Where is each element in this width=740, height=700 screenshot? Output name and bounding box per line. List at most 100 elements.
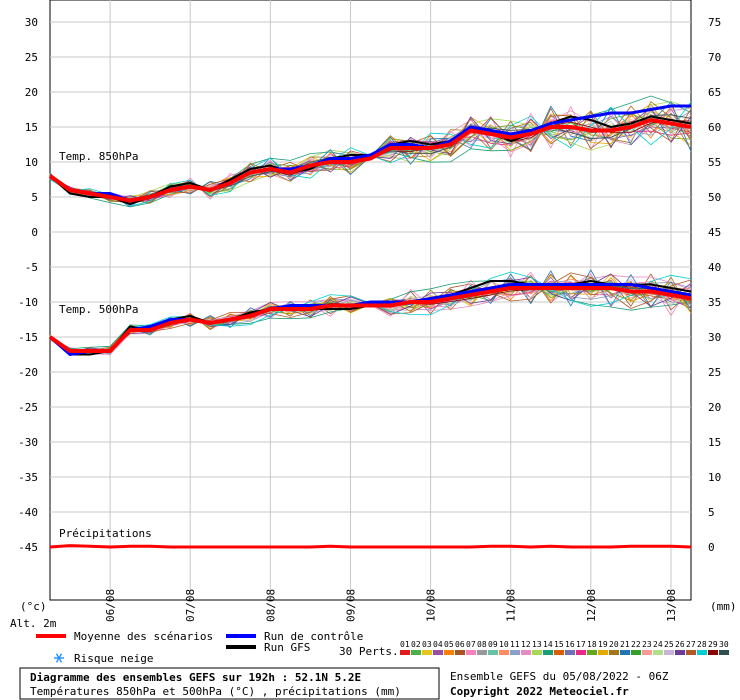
right-tick-label: 55: [708, 156, 721, 169]
perturbation-swatch: [675, 650, 685, 655]
panel-label-precip: Précipitations: [59, 527, 152, 540]
perturbation-number: 14: [543, 640, 553, 649]
perturbation-number: 11: [510, 640, 520, 649]
copyright: Copyright 2022 Meteociel.fr: [450, 685, 629, 698]
perturbation-number: 18: [587, 640, 597, 649]
series-line-precip: [49, 544, 692, 549]
series-line-850hpa: [48, 118, 692, 203]
perturbation-swatch: [609, 650, 619, 655]
title-box: [19, 667, 440, 700]
perturbation-number: 08: [477, 640, 487, 649]
left-tick-label: 10: [25, 156, 38, 169]
perturbation-swatch: [400, 650, 410, 655]
x-tick-label: 09/08: [344, 589, 357, 622]
series-line-850hpa: [49, 104, 691, 202]
legend-swatch-mean: [36, 634, 66, 638]
perturbation-number: 24: [653, 640, 663, 649]
perturbation-swatch: [455, 650, 465, 655]
perturbation-line: [49, 103, 692, 199]
right-tick-label: 75: [708, 16, 721, 29]
perturbation-line: [49, 280, 692, 354]
perturbation-number: 23: [642, 640, 652, 649]
right-tick-label: 35: [708, 296, 721, 309]
legend-label-mean: Moyenne des scénarios: [74, 630, 213, 643]
perturbation-number: 27: [686, 640, 696, 649]
right-tick-label: 30: [708, 331, 721, 344]
perturbation-swatch: [719, 650, 729, 655]
right-tick-label: 70: [708, 51, 721, 64]
perturbation-swatch: [697, 650, 707, 655]
left-tick-label: 25: [25, 51, 38, 64]
snowflake-icon: [54, 653, 64, 663]
x-tick-label: 07/08: [184, 589, 197, 622]
perturbation-number: 06: [455, 640, 465, 649]
perturbation-swatch: [466, 650, 476, 655]
perturbation-swatch: [576, 650, 586, 655]
perturbation-swatch: [532, 650, 542, 655]
right-unit-label: (mm): [710, 600, 737, 613]
perturbation-swatch: [510, 650, 520, 655]
right-tick-label: 25: [708, 366, 721, 379]
perturbation-swatch: [598, 650, 608, 655]
perturbation-number: 15: [554, 640, 564, 649]
perturbation-number: 05: [444, 640, 454, 649]
perturbation-swatch: [422, 650, 432, 655]
left-tick-label: 0: [31, 226, 38, 239]
legend-label-gfs: Run GFS: [264, 641, 310, 654]
series-layer: [48, 95, 692, 549]
perturbation-number: 30: [719, 640, 729, 649]
series-line-500hpa: [48, 286, 692, 353]
legend-swatch-gfs: [226, 645, 256, 649]
perturbation-swatch: [543, 650, 553, 655]
perturbations-legend: 01 02 03 04 05 06 07 08 09 10 11 12 13 14 15 16 17 18 19 20…: [400, 640, 729, 655]
left-tick-label: -20: [18, 366, 38, 379]
left-tick-label: 15: [25, 121, 38, 134]
perturbation-number: 28: [697, 640, 707, 649]
perturbation-line: [49, 281, 692, 352]
panel-label-850hpa: Temp. 850hPa: [59, 150, 138, 163]
right-tick-label: 5: [708, 506, 715, 519]
perturbation-swatch: [554, 650, 564, 655]
legend-swatch-control: [226, 634, 256, 638]
legend-label-control: Run de contrôle: [264, 630, 363, 643]
perturbation-number: 21: [620, 640, 630, 649]
perturbation-number: 03: [422, 640, 432, 649]
perturbation-number: 13: [532, 640, 542, 649]
left-tick-label: -45: [18, 541, 38, 554]
right-tick-label: 60: [708, 121, 721, 134]
left-tick-label: -15: [18, 331, 38, 344]
perturbation-line: [49, 281, 692, 354]
run-info: Ensemble GEFS du 05/08/2022 - 06Z: [450, 670, 669, 683]
left-tick-label: -25: [18, 401, 38, 414]
left-tick-label: 30: [25, 16, 38, 29]
series-line-500hpa: [49, 283, 692, 356]
right-tick-label: 65: [708, 86, 721, 99]
chart-title: Diagramme des ensembles GEFS sur 192h : …: [30, 671, 361, 684]
x-tick-label: 08/08: [264, 589, 277, 622]
left-tick-label: -30: [18, 436, 38, 449]
perturbation-swatch: [477, 650, 487, 655]
right-tick-label: 15: [708, 436, 721, 449]
perturbation-number: 04: [433, 640, 443, 649]
perturbation-number: 25: [664, 640, 674, 649]
legend-label-perts: 30 Perts.: [339, 645, 399, 658]
perturbation-number: 12: [521, 640, 531, 649]
perturbation-swatch: [499, 650, 509, 655]
chart-subtitle: Températures 850hPa et 500hPa (°C) , pré…: [30, 685, 401, 698]
plot-frame: [49, 0, 692, 601]
perturbation-swatch: [411, 650, 421, 655]
x-tick-label: 12/08: [585, 589, 598, 622]
perturbation-swatch: [653, 650, 663, 655]
right-tick-label: 40: [708, 261, 721, 274]
perturbation-line: [49, 280, 692, 353]
perturbation-swatch: [521, 650, 531, 655]
perturbation-swatch: [631, 650, 641, 655]
perturbation-number: 07: [466, 640, 476, 649]
perturbation-number: 16: [565, 640, 575, 649]
right-tick-label: 50: [708, 191, 721, 204]
left-tick-label: 5: [31, 191, 38, 204]
perturbation-swatch: [642, 650, 652, 655]
series-line-500hpa: [49, 280, 692, 356]
perturbation-line: [49, 95, 692, 208]
